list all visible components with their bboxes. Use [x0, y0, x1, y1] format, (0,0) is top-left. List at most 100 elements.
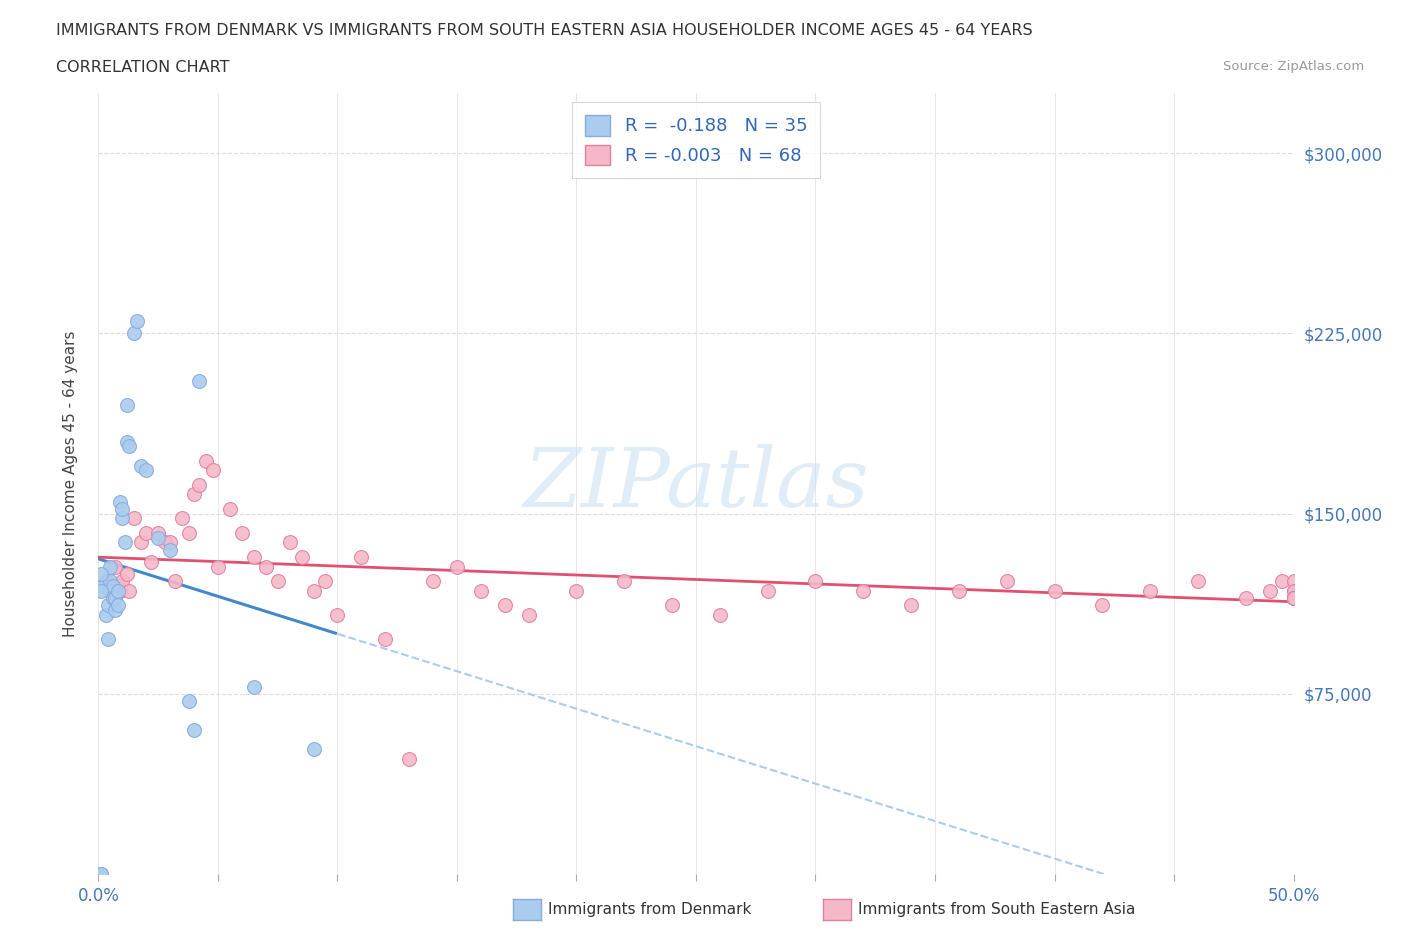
Point: [1091, 598, 1114, 613]
Point: [104, 591, 127, 605]
Point: [852, 583, 875, 598]
Point: [195, 453, 218, 468]
Point: [422, 574, 444, 589]
Point: [1282, 583, 1305, 598]
Point: [187, 477, 209, 492]
Point: [91, 578, 114, 593]
Point: [1187, 574, 1209, 589]
Point: [613, 574, 636, 589]
Point: [1282, 591, 1305, 605]
Point: [108, 494, 131, 509]
Point: [948, 583, 970, 598]
Point: [900, 598, 922, 613]
Point: [302, 583, 325, 598]
Point: [1282, 591, 1305, 605]
Text: IMMIGRANTS FROM DENMARK VS IMMIGRANTS FROM SOUTH EASTERN ASIA HOUSEHOLDER INCOME: IMMIGRANTS FROM DENMARK VS IMMIGRANTS FR…: [56, 23, 1033, 38]
Point: [183, 723, 205, 737]
Point: [155, 535, 177, 550]
Point: [98, 559, 122, 574]
Point: [90, 867, 112, 882]
Point: [98, 583, 122, 598]
Text: Immigrants from Denmark: Immigrants from Denmark: [548, 902, 752, 917]
Point: [179, 694, 201, 709]
Point: [1271, 574, 1294, 589]
Point: [326, 607, 349, 622]
Point: [107, 598, 129, 613]
Text: Immigrants from South Eastern Asia: Immigrants from South Eastern Asia: [858, 902, 1135, 917]
Point: [115, 398, 138, 413]
Point: [278, 535, 301, 550]
Point: [183, 487, 205, 502]
Y-axis label: Householder Income Ages 45 - 64 years: Householder Income Ages 45 - 64 years: [63, 330, 77, 637]
Point: [804, 574, 827, 589]
Point: [94, 607, 117, 622]
Point: [118, 583, 141, 598]
Point: [517, 607, 540, 622]
Point: [111, 501, 134, 516]
Point: [995, 574, 1018, 589]
Point: [1282, 591, 1305, 605]
Point: [94, 574, 117, 589]
Point: [111, 511, 134, 525]
Point: [90, 867, 112, 882]
Point: [219, 501, 242, 516]
Point: [446, 559, 468, 574]
Point: [124, 326, 146, 340]
Point: [1282, 591, 1305, 605]
Point: [398, 751, 420, 766]
Point: [1139, 583, 1161, 598]
Point: [1282, 574, 1305, 589]
Point: [139, 554, 162, 569]
Point: [98, 583, 122, 598]
Point: [104, 603, 127, 618]
Point: [131, 535, 153, 550]
Point: [159, 535, 181, 550]
Point: [1282, 591, 1305, 605]
Point: [118, 439, 141, 454]
Point: [90, 583, 112, 598]
Point: [350, 550, 373, 565]
Point: [179, 525, 201, 540]
Text: ZIPatlas: ZIPatlas: [523, 444, 869, 524]
Point: [1043, 583, 1066, 598]
Point: [709, 607, 731, 622]
Point: [97, 631, 120, 646]
Point: [97, 598, 120, 613]
Point: [243, 679, 266, 694]
Point: [107, 578, 129, 593]
Point: [148, 530, 170, 545]
Point: [1234, 591, 1257, 605]
Point: [124, 511, 146, 525]
Point: [254, 559, 277, 574]
Point: [302, 742, 325, 757]
Point: [267, 574, 290, 589]
Legend: R =  -0.188   N = 35, R = -0.003   N = 68: R = -0.188 N = 35, R = -0.003 N = 68: [572, 102, 820, 178]
Point: [125, 314, 148, 329]
Point: [115, 566, 138, 581]
Point: [135, 463, 157, 478]
Point: [374, 631, 396, 646]
Point: [1282, 591, 1305, 605]
Point: [101, 591, 124, 605]
Point: [101, 578, 124, 593]
Point: [470, 583, 492, 598]
Point: [231, 525, 253, 540]
Point: [494, 598, 516, 613]
Point: [111, 574, 134, 589]
Point: [98, 574, 122, 589]
Point: [172, 511, 194, 525]
Point: [148, 525, 170, 540]
Point: [159, 542, 181, 557]
Text: CORRELATION CHART: CORRELATION CHART: [56, 60, 229, 75]
Point: [207, 559, 229, 574]
Point: [187, 374, 209, 389]
Point: [135, 525, 157, 540]
Point: [114, 535, 136, 550]
Point: [131, 458, 153, 473]
Point: [315, 574, 337, 589]
Point: [1282, 583, 1305, 598]
Point: [90, 566, 112, 581]
Point: [202, 463, 225, 478]
Point: [107, 583, 129, 598]
Point: [115, 434, 138, 449]
